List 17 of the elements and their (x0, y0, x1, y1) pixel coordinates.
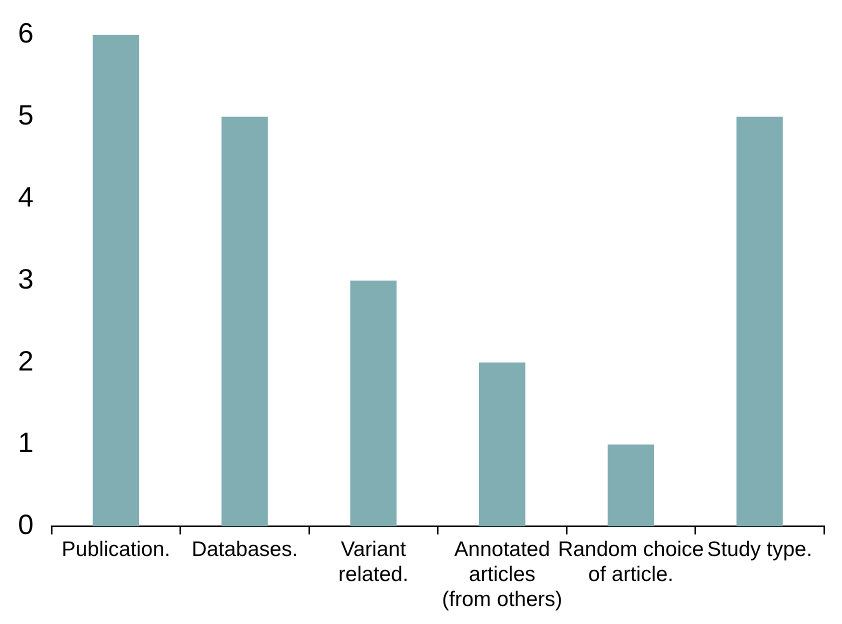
x-tick-label: Databases. (192, 538, 298, 561)
bar (92, 34, 140, 526)
bar (478, 362, 526, 526)
y-tick-label: 5 (18, 99, 34, 130)
y-tick-label: 1 (18, 427, 34, 458)
y-tick-label: 6 (18, 18, 34, 49)
y-tick-label: 0 (18, 509, 34, 540)
y-tick-label: 3 (18, 263, 34, 294)
bar (736, 116, 783, 526)
x-tick-label: Study type. (707, 538, 812, 561)
bar (350, 280, 397, 526)
bar (608, 444, 654, 526)
bar (222, 116, 268, 526)
y-tick-label: 4 (18, 181, 34, 212)
x-tick-label: Variant related. (338, 538, 408, 586)
x-tick-label: Publication. (62, 538, 170, 561)
y-tick-label: 2 (18, 345, 34, 376)
